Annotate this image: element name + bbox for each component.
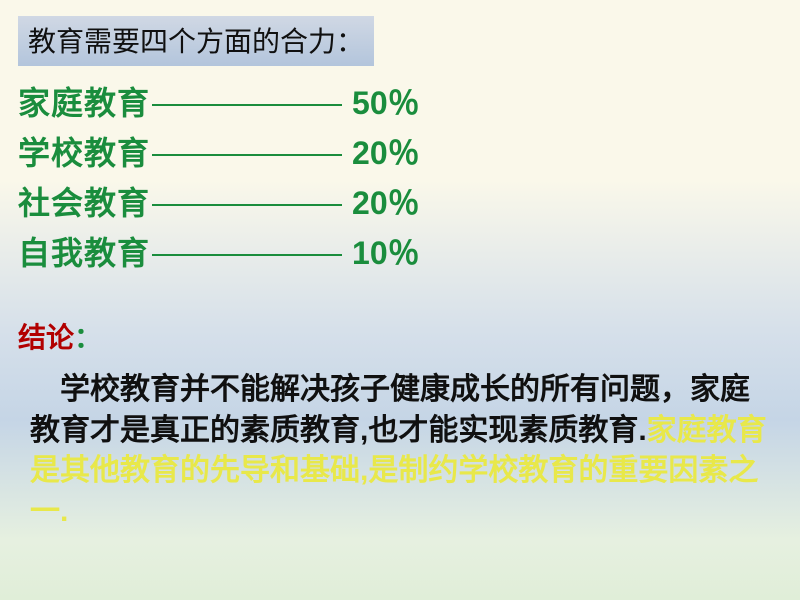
row-school: 学校教育 20％ bbox=[18, 126, 780, 176]
row-family: 家庭教育 50％ bbox=[18, 76, 780, 126]
row-pct: 20％ bbox=[352, 128, 420, 174]
row-label: 学校教育 bbox=[18, 128, 150, 174]
row-society: 社会教育 20％ bbox=[18, 176, 780, 226]
conclusion-label-text: 结论 bbox=[18, 322, 74, 353]
leader-line bbox=[152, 154, 342, 156]
row-label: 社会教育 bbox=[18, 178, 150, 224]
row-pct: 20％ bbox=[352, 178, 420, 224]
conclusion-black-text: 学校教育并不能解决孩子健康成长的所有问题，家庭教育才是真正的素质教育,也才能实现… bbox=[30, 373, 750, 447]
leader-line bbox=[152, 254, 342, 256]
leader-line bbox=[152, 204, 342, 206]
row-label: 家庭教育 bbox=[18, 78, 150, 124]
conclusion-heading: 结论： bbox=[18, 316, 102, 356]
conclusion-colon: ： bbox=[74, 322, 102, 353]
row-pct: 10％ bbox=[352, 228, 420, 274]
leader-line bbox=[152, 104, 342, 106]
title-text: 教育需要四个方面的合力： bbox=[28, 26, 364, 57]
row-pct: 50％ bbox=[352, 78, 420, 124]
row-self: 自我教育 10％ bbox=[18, 226, 780, 276]
conclusion-body: 学校教育并不能解决孩子健康成长的所有问题，家庭教育才是真正的素质教育,也才能实现… bbox=[30, 370, 770, 532]
row-label: 自我教育 bbox=[18, 228, 150, 274]
slide-title: 教育需要四个方面的合力： bbox=[18, 16, 374, 66]
education-rows: 家庭教育 50％ 学校教育 20％ 社会教育 20％ 自我教育 10％ bbox=[18, 76, 780, 276]
